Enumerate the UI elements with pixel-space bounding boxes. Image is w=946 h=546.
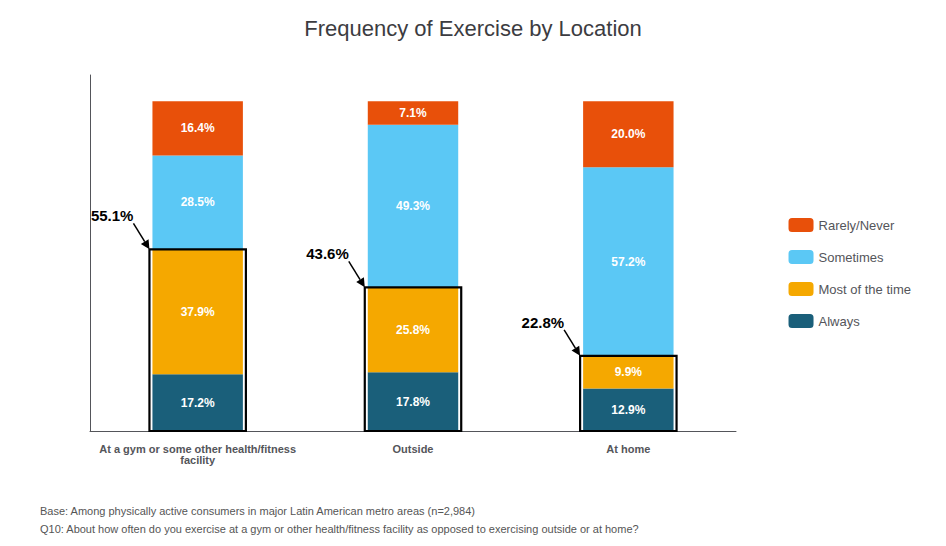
svg-text:Always: Always	[819, 314, 861, 329]
svg-text:Outside: Outside	[393, 443, 434, 455]
svg-text:22.8%: 22.8%	[522, 314, 565, 331]
svg-text:12.9%: 12.9%	[611, 403, 645, 417]
svg-text:55.1%: 55.1%	[91, 207, 134, 224]
svg-text:Q10: About how often do you ex: Q10: About how often do you exercise at …	[40, 523, 639, 535]
svg-text:49.3%: 49.3%	[396, 199, 430, 213]
svg-text:Base: Among physically active: Base: Among physically active consumers …	[40, 505, 475, 517]
svg-text:28.5%: 28.5%	[181, 195, 215, 209]
svg-text:Sometimes: Sometimes	[819, 250, 885, 265]
svg-text:Frequency of Exercise by Locat: Frequency of Exercise by Location	[304, 16, 642, 41]
svg-text:17.2%: 17.2%	[181, 396, 215, 410]
svg-text:Rarely/Never: Rarely/Never	[819, 218, 896, 233]
svg-text:57.2%: 57.2%	[611, 255, 645, 269]
svg-text:9.9%: 9.9%	[615, 365, 643, 379]
svg-text:43.6%: 43.6%	[306, 245, 349, 262]
svg-text:16.4%: 16.4%	[181, 121, 215, 135]
svg-text:At home: At home	[606, 443, 650, 455]
svg-text:17.8%: 17.8%	[396, 395, 430, 409]
svg-text:Most of the time: Most of the time	[819, 282, 911, 297]
svg-text:facility: facility	[180, 454, 216, 466]
svg-text:20.0%: 20.0%	[611, 127, 645, 141]
svg-text:7.1%: 7.1%	[399, 106, 427, 120]
svg-text:At a gym or some other health/: At a gym or some other health/fitness	[99, 442, 297, 455]
svg-text:37.9%: 37.9%	[181, 305, 215, 319]
svg-text:25.8%: 25.8%	[396, 323, 430, 337]
